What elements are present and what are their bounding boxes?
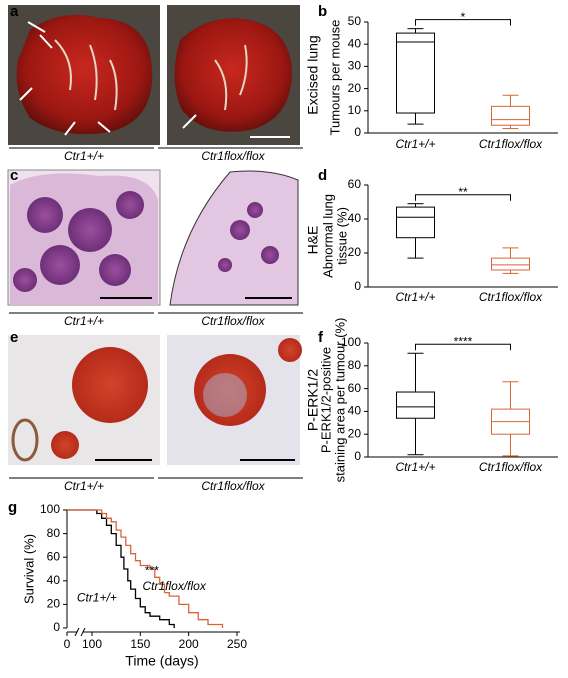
x-tick-label: 200: [179, 637, 199, 651]
y-tick-label: 60: [348, 381, 362, 395]
y-tick-label: 100: [341, 335, 361, 349]
y-tick-label: 0: [354, 279, 361, 293]
y-tick-label: 60: [47, 549, 61, 563]
panel-label: d: [318, 167, 327, 184]
panel-label: e: [10, 329, 18, 346]
x-tick-label: 0: [64, 637, 71, 651]
y-tick-label: 100: [40, 502, 60, 516]
y-axis-label: staining area per tumour (%): [332, 318, 347, 483]
image-caption: Ctr1flox/flox: [201, 479, 265, 493]
y-tick-label: 80: [348, 358, 362, 372]
significance-bracket: [415, 194, 511, 201]
image-he-wt: [7, 169, 161, 306]
panel-label: f: [318, 329, 324, 346]
y-axis-label: Survival (%): [21, 534, 36, 604]
y-tick-label: 0: [53, 620, 60, 634]
survival-curve: [67, 509, 175, 628]
survival-curve: [67, 509, 224, 628]
image-side-label: P-ERK1/2: [305, 369, 321, 431]
x-tick-label: Ctr1flox/flox: [479, 290, 543, 304]
image-side-label: H&E: [305, 226, 321, 255]
significance-bracket: [415, 19, 511, 26]
x-tick-label: 250: [227, 637, 247, 651]
image-caption: Ctr1+/+: [64, 314, 104, 328]
axis-break: [74, 627, 86, 637]
significance-label: **: [458, 185, 468, 199]
x-tick-label: Ctr1flox/flox: [479, 460, 543, 474]
significance-label: ****: [454, 334, 473, 348]
y-tick-label: 20: [348, 426, 362, 440]
y-tick-label: 0: [354, 125, 361, 139]
image-caption: Ctr1+/+: [64, 149, 104, 163]
x-axis-label: Time (days): [125, 653, 198, 669]
series-label: Ctr1+/+: [77, 591, 117, 605]
image-caption: Ctr1flox/flox: [201, 149, 265, 163]
x-tick-label: Ctr1+/+: [395, 460, 435, 474]
y-axis-label: P-ERK1/2-positive: [318, 347, 333, 453]
image-perk-ko: [167, 335, 302, 465]
image-caption: Ctr1flox/flox: [201, 314, 265, 328]
image-lung-wt: [8, 5, 160, 145]
y-tick-label: 60: [348, 177, 362, 191]
x-tick-label: Ctr1+/+: [395, 290, 435, 304]
image-side-label: Excised lung: [305, 35, 321, 114]
box: [396, 206, 435, 239]
significance-label: *: [461, 10, 466, 24]
y-tick-label: 0: [354, 449, 361, 463]
box: [491, 105, 530, 126]
box: [396, 32, 435, 114]
y-tick-label: 10: [348, 103, 362, 117]
y-tick-label: 40: [348, 36, 362, 50]
image-caption: Ctr1+/+: [64, 479, 104, 493]
y-tick-label: 20: [47, 597, 61, 611]
y-axis-label: Abnormal lung: [320, 194, 335, 278]
panel-label: b: [318, 3, 327, 20]
y-tick-label: 40: [348, 404, 362, 418]
x-tick-label: 150: [130, 637, 150, 651]
y-tick-label: 20: [348, 245, 362, 259]
y-tick-label: 50: [348, 14, 362, 28]
x-tick-label: Ctr1+/+: [395, 137, 435, 151]
x-tick-label: 100: [82, 637, 102, 651]
panel-label: a: [10, 3, 19, 20]
image-he-ko: [167, 170, 300, 306]
significance-label: ***: [145, 564, 159, 578]
y-tick-label: 40: [348, 211, 362, 225]
y-tick-label: 20: [348, 81, 362, 95]
y-tick-label: 30: [348, 59, 362, 73]
box: [491, 257, 530, 271]
series-label: Ctr1flox/flox: [142, 579, 206, 593]
panel-label: g: [8, 499, 17, 516]
significance-bracket: [415, 343, 511, 351]
y-tick-label: 40: [47, 573, 61, 587]
x-tick-label: Ctr1flox/flox: [479, 137, 543, 151]
y-axis-label: Tumours per mouse: [327, 20, 342, 136]
image-perk-wt: [8, 335, 160, 465]
panel-label: c: [10, 167, 18, 184]
image-lung-ko: [167, 5, 300, 145]
dynamic-layer: a b c d e f g Excised lung Ctr1+/+ Ctr1flox/flox H…: [8, 3, 558, 669]
y-axis-label: tissue (%): [334, 207, 349, 265]
y-tick-label: 80: [47, 526, 61, 540]
box: [396, 391, 435, 419]
